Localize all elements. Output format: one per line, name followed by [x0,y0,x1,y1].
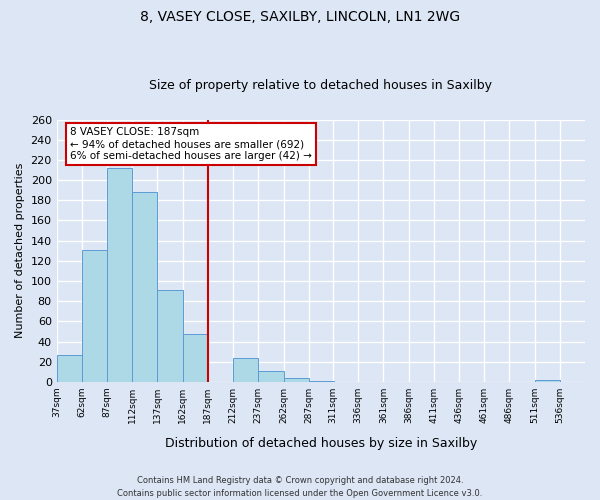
Bar [535,380,560,382]
Text: 8 VASEY CLOSE: 187sqm
← 94% of detached houses are smaller (692)
6% of semi-deta: 8 VASEY CLOSE: 187sqm ← 94% of detached … [70,128,312,160]
Bar [157,290,183,382]
Bar [259,371,284,382]
Bar [107,168,132,382]
Bar [132,192,157,382]
Y-axis label: Number of detached properties: Number of detached properties [15,163,25,338]
Text: Contains HM Land Registry data © Crown copyright and database right 2024.
Contai: Contains HM Land Registry data © Crown c… [118,476,482,498]
Bar [56,354,82,382]
Text: 8, VASEY CLOSE, SAXILBY, LINCOLN, LN1 2WG: 8, VASEY CLOSE, SAXILBY, LINCOLN, LN1 2W… [140,10,460,24]
Bar [233,358,259,382]
Bar [183,334,208,382]
Title: Size of property relative to detached houses in Saxilby: Size of property relative to detached ho… [149,79,493,92]
Bar [309,381,334,382]
X-axis label: Distribution of detached houses by size in Saxilby: Distribution of detached houses by size … [165,437,477,450]
Bar [82,250,107,382]
Bar [284,378,309,382]
